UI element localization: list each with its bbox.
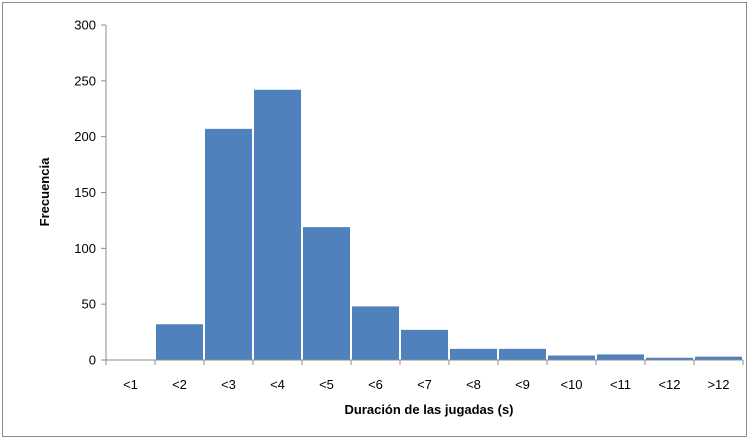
bar <box>646 357 693 360</box>
x-axis-ticks: <1 <2 <3 <4 <5 <6 <7 <8 <9 <10 <11 <12 >12 <box>105 360 744 392</box>
y-tick-label: 150 <box>74 185 96 200</box>
bar <box>499 348 546 360</box>
y-tick-label: 100 <box>74 241 96 256</box>
x-tick-label: <5 <box>319 377 334 392</box>
x-tick-label: <9 <box>515 377 530 392</box>
y-tick-label: 250 <box>74 73 96 88</box>
x-tick-label: <1 <box>123 377 138 392</box>
y-axis-title: Frecuencia <box>37 157 52 226</box>
y-tick-label: 0 <box>89 353 96 368</box>
bar <box>695 356 742 360</box>
bar <box>401 329 448 360</box>
x-axis-title: Duración de las jugadas (s) <box>344 402 513 417</box>
bar <box>303 227 350 360</box>
x-tick-label: >12 <box>707 377 729 392</box>
y-tick-label: 300 <box>74 18 96 33</box>
x-tick-label: <7 <box>417 377 432 392</box>
bar <box>205 128 252 360</box>
bar <box>156 324 203 360</box>
chart-frame <box>2 2 747 437</box>
x-tick-label: <2 <box>172 377 187 392</box>
x-tick-label: <10 <box>560 377 582 392</box>
bar <box>254 89 301 361</box>
y-axis-ticks: 0 50 100 150 200 250 300 <box>74 18 106 368</box>
y-tick-label: 50 <box>82 297 96 312</box>
y-tick-label: 200 <box>74 129 96 144</box>
bar <box>597 354 644 360</box>
x-tick-label: <11 <box>610 377 631 392</box>
x-tick-label: <12 <box>658 377 680 392</box>
bar <box>548 355 595 360</box>
x-tick-label: <4 <box>270 377 285 392</box>
x-tick-label: <6 <box>368 377 383 392</box>
x-tick-label: <3 <box>221 377 236 392</box>
bar <box>450 348 497 360</box>
bars <box>156 89 742 361</box>
x-tick-label: <8 <box>466 377 481 392</box>
bar <box>352 306 399 360</box>
